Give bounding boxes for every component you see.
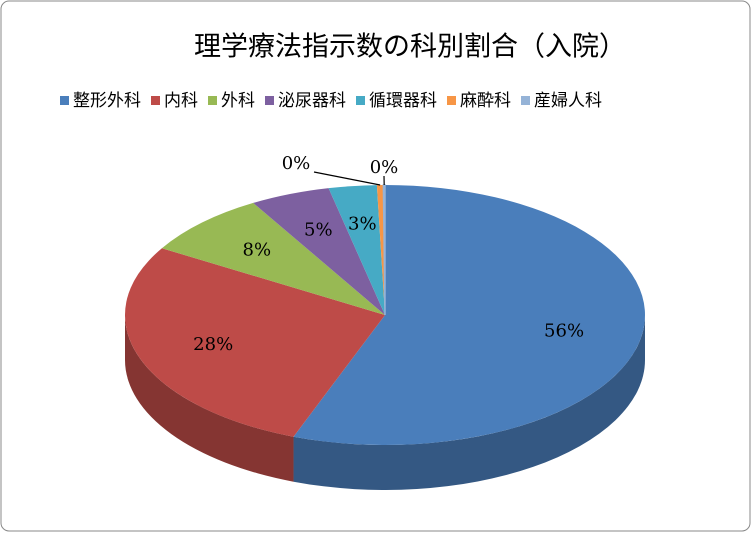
pie-side (125, 315, 294, 482)
pie-slice (382, 184, 386, 316)
data-label: 0% (370, 157, 399, 178)
pie-slice (124, 248, 385, 437)
legend-swatch (265, 96, 274, 105)
legend-swatch (208, 96, 217, 105)
legend-label: 整形外科 (73, 91, 141, 111)
legend-label: 外科 (221, 91, 255, 111)
data-label: 0% (282, 153, 311, 174)
legend-swatch (521, 96, 530, 105)
legend-swatch (356, 96, 365, 105)
pie-side (293, 315, 645, 490)
legend-label: 内科 (164, 91, 198, 111)
legend-swatch (60, 96, 69, 105)
pie-slice (293, 185, 646, 445)
data-label: 5% (304, 219, 333, 240)
data-label: 3% (348, 214, 377, 235)
legend-swatch (447, 96, 456, 105)
legend-label: 産婦人科 (534, 91, 602, 111)
chart-title: 理学療法指示数の科別割合（入院） (194, 32, 626, 63)
data-label: 56% (544, 320, 584, 341)
pie-slice (328, 185, 385, 315)
pie-slice (376, 185, 385, 315)
legend-label: 麻酔科 (460, 91, 511, 111)
data-label: 8% (243, 239, 272, 260)
pie-slice (161, 202, 385, 315)
leader-line (313, 171, 381, 186)
legend-label: 泌尿器科 (278, 91, 346, 111)
legend-label: 循環器科 (369, 91, 437, 111)
pie-slice (253, 188, 385, 315)
legend-swatch (151, 96, 160, 105)
data-label: 28% (193, 334, 233, 355)
